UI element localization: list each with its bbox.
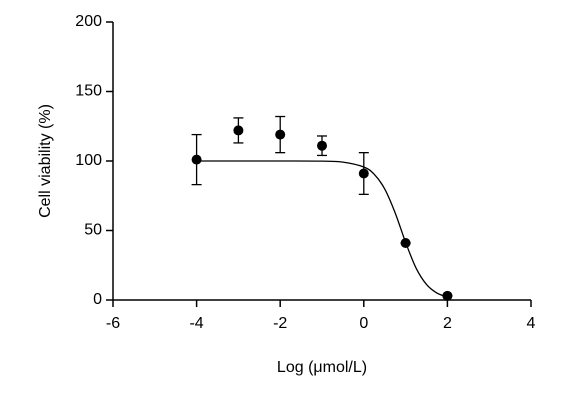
data-point: [358, 168, 369, 179]
data-point: [275, 129, 286, 140]
data-point: [442, 290, 453, 301]
y-tick-label: 150: [75, 83, 102, 100]
x-tick-label: -6: [106, 315, 120, 332]
x-tick-label: 4: [527, 315, 536, 332]
y-tick-label: 0: [93, 291, 102, 308]
x-tick-label: 2: [443, 315, 452, 332]
x-tick-label: -4: [189, 315, 203, 332]
y-tick-label: 50: [84, 222, 102, 239]
x-axis-label: Log (μmol/L): [277, 359, 367, 376]
y-axis-label: Cell viability (%): [37, 104, 54, 218]
data-point: [317, 140, 327, 151]
x-tick-label: -2: [273, 315, 287, 332]
data-point: [233, 125, 244, 136]
data-point: [400, 238, 411, 249]
data-point: [191, 154, 202, 165]
fit-curve: [196, 160, 448, 298]
y-tick-label: 200: [75, 13, 102, 30]
y-tick-label: 100: [75, 152, 102, 169]
x-tick-label: 0: [359, 315, 368, 332]
